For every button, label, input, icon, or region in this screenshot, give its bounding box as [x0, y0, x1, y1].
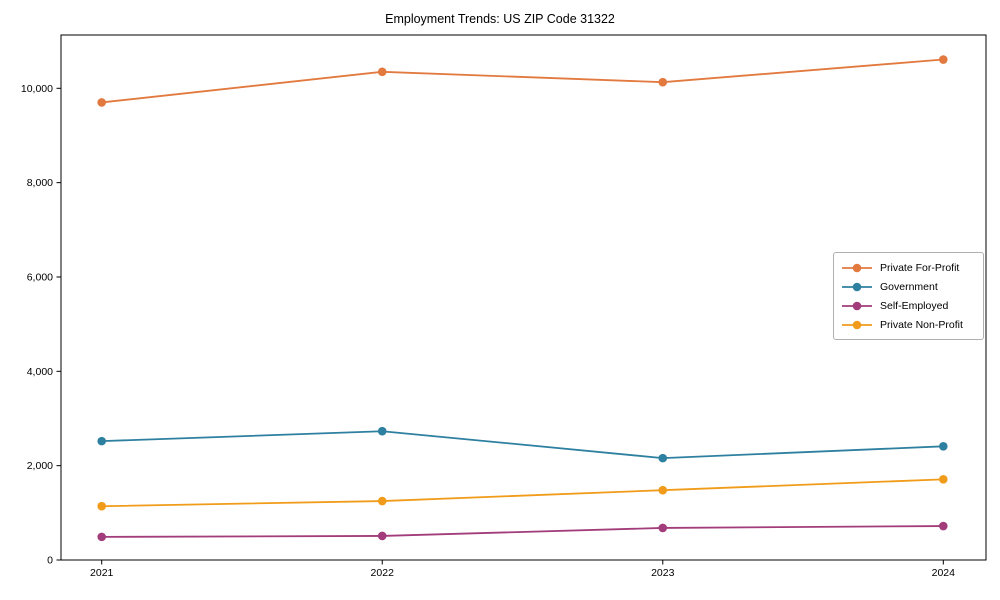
y-tick-label: 4,000	[27, 366, 53, 378]
chart-title: Employment Trends: US ZIP Code 31322	[385, 12, 615, 26]
series-marker	[377, 426, 387, 436]
plot-frame	[60, 34, 987, 561]
legend-label: Private For-Profit	[880, 261, 960, 274]
series-marker	[939, 55, 948, 64]
series-marker	[658, 77, 668, 87]
y-tick-label: 6,000	[27, 271, 53, 283]
series-marker	[658, 523, 668, 533]
y-tick-label: 10,000	[21, 83, 53, 95]
x-tick-label: 2021	[90, 567, 114, 579]
x-tick-label: 2022	[371, 567, 395, 579]
series-marker	[377, 496, 387, 506]
y-tick-label: 8,000	[27, 177, 53, 189]
series-line-private-for-profit	[101, 58, 944, 104]
legend-item: Private Non-Profit	[842, 315, 975, 334]
legend-item: Self-Employed	[842, 296, 975, 315]
series-marker	[658, 453, 668, 463]
series-marker	[939, 442, 948, 451]
series-marker	[939, 521, 948, 531]
legend-item: Private For-Profit	[842, 258, 975, 277]
series-marker	[97, 532, 106, 542]
series-marker	[97, 501, 106, 511]
series-marker	[97, 98, 106, 107]
series-marker	[939, 475, 948, 484]
legend-line-marker-icon	[842, 282, 872, 291]
series-line-private-non-profit	[101, 478, 944, 508]
legend-item: Government	[842, 277, 975, 296]
series-marker	[97, 436, 106, 446]
legend-line-marker-icon	[842, 263, 872, 272]
x-tick-label: 2023	[651, 567, 675, 579]
legend-label: Government	[880, 280, 938, 293]
x-tick-label: 2024	[932, 567, 956, 579]
series-line-government	[101, 430, 944, 460]
y-tick-label: 0	[47, 555, 53, 567]
chart-legend: Private For-Profit Government Self-Employe…	[833, 252, 984, 340]
series-marker	[377, 67, 387, 77]
series-marker	[658, 485, 668, 495]
legend-label: Private Non-Profit	[880, 318, 963, 331]
series-line-self-employed	[101, 525, 944, 538]
legend-line-marker-icon	[842, 320, 872, 329]
series-marker	[377, 531, 387, 541]
legend-label: Self-Employed	[880, 299, 949, 312]
legend-line-marker-icon	[842, 301, 872, 310]
y-tick-label: 2,000	[27, 460, 53, 472]
